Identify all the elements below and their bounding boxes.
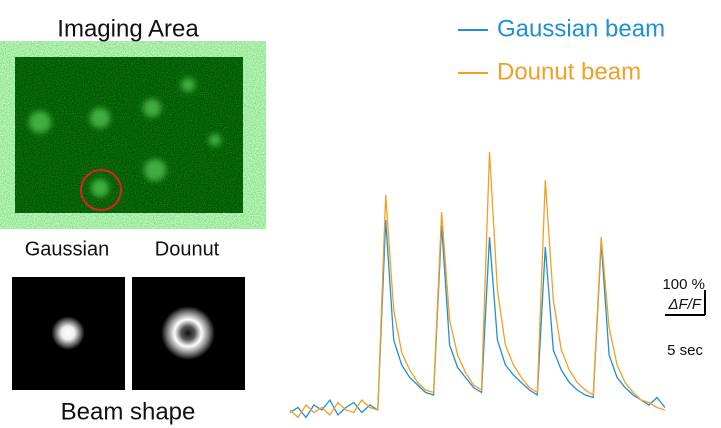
beam-caption: Beam shape bbox=[61, 398, 196, 425]
trace bbox=[290, 152, 665, 418]
figure: Imaging Area Gaussian Dounut Beam shape … bbox=[0, 0, 721, 428]
beam-label: Gaussian bbox=[25, 238, 110, 260]
legend-label: Dounut beam bbox=[497, 58, 641, 85]
scale-bar-unit: ΔF/F bbox=[667, 296, 701, 313]
legend-label: Gaussian beam bbox=[497, 15, 665, 42]
scale-bar-x-label: 5 sec bbox=[667, 342, 703, 359]
donut-spot bbox=[132, 277, 244, 389]
scale-bar-y-label: 100 % bbox=[662, 276, 705, 293]
image-title: Imaging Area bbox=[57, 15, 199, 42]
gaussian-spot bbox=[12, 277, 124, 389]
imaging-area bbox=[15, 57, 243, 213]
beam-label: Dounut bbox=[155, 238, 220, 260]
